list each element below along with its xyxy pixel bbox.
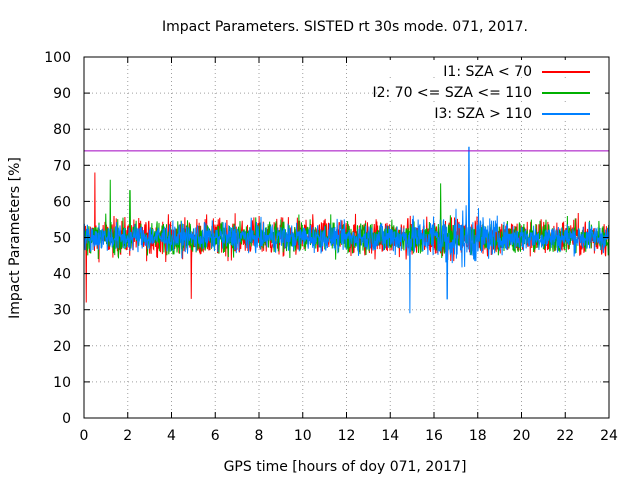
y-tick-label: 50 <box>53 231 71 247</box>
y-tick-label: 70 <box>53 158 71 174</box>
ticks: 0 2 4 6 8 10 12 14 16 18 20 22 240102030405060708090… <box>44 50 618 444</box>
y-tick-label: 20 <box>53 339 71 355</box>
x-tick-label: 12 <box>338 428 356 444</box>
y-tick-label: 10 <box>53 375 71 391</box>
x-tick-label: 10 <box>294 428 312 444</box>
legend-label-1: I1: SZA < 70 <box>443 64 532 80</box>
x-tick-label: 0 <box>80 428 89 444</box>
y-tick-label: 80 <box>53 122 71 138</box>
x-tick-label: 14 <box>381 428 399 444</box>
x-tick-label: 6 <box>211 428 220 444</box>
legend-label-2: I2: 70 <= SZA <= 110 <box>372 85 532 101</box>
y-tick-label: 100 <box>44 50 71 66</box>
y-axis-label: Impact Parameters [%] <box>7 157 23 319</box>
x-tick-label: 2 <box>123 428 132 444</box>
legend: I1: SZA < 70 I2: 70 <= SZA <= 110 I3: SZA … <box>372 60 605 122</box>
x-tick-label: 20 <box>513 428 531 444</box>
x-tick-label: 4 <box>167 428 176 444</box>
y-tick-label: 90 <box>53 86 71 102</box>
x-tick-label: 24 <box>600 428 618 444</box>
series-layer <box>84 146 609 314</box>
y-tick-label: 0 <box>62 411 71 427</box>
x-tick-label: 16 <box>425 428 443 444</box>
y-tick-label: 30 <box>53 303 71 319</box>
x-tick-label: 22 <box>556 428 574 444</box>
y-tick-label: 60 <box>53 194 71 210</box>
series-line-3 <box>84 146 609 314</box>
chart-title: Impact Parameters. SISTED rt 30s mode. 0… <box>162 19 528 35</box>
legend-label-3: I3: SZA > 110 <box>434 106 532 122</box>
x-axis-label: GPS time [hours of doy 071, 2017] <box>224 459 467 475</box>
x-tick-label: 18 <box>469 428 487 444</box>
y-tick-label: 40 <box>53 267 71 283</box>
x-tick-label: 8 <box>255 428 264 444</box>
